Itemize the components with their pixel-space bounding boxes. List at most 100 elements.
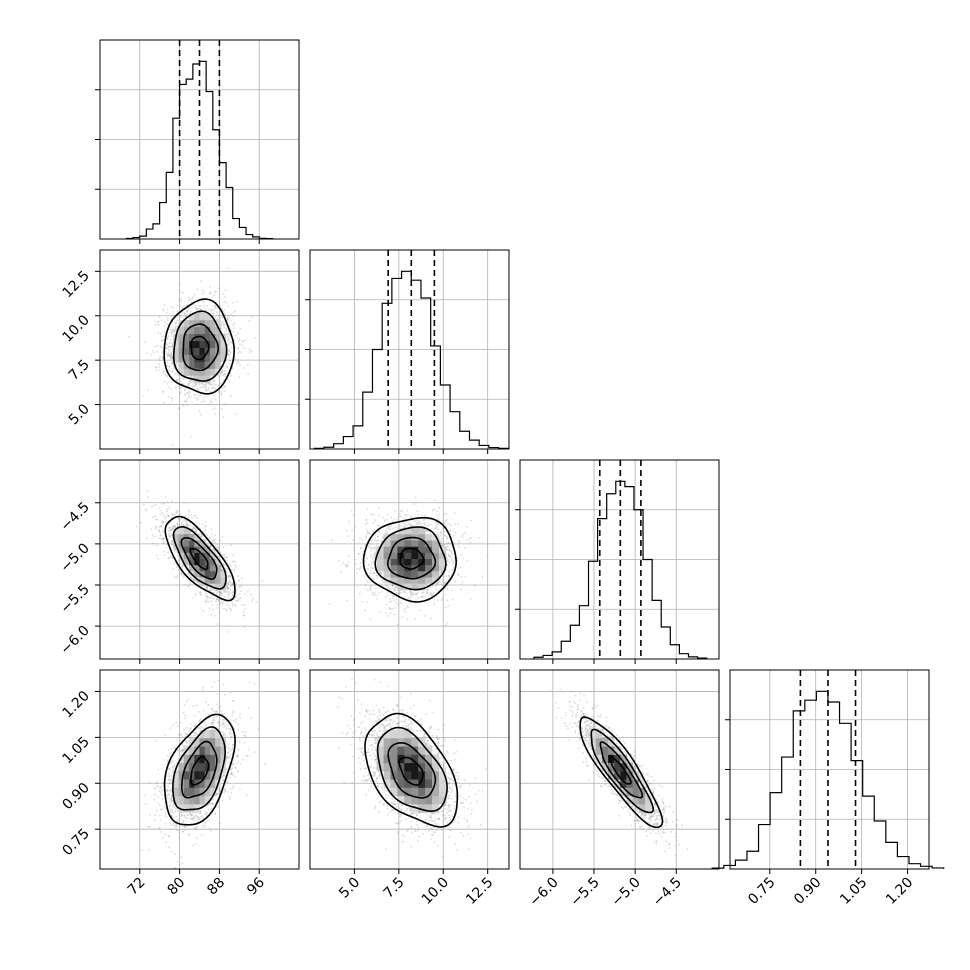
scatter-point — [223, 556, 226, 559]
scatter-point — [251, 597, 254, 600]
scatter-point — [226, 586, 229, 589]
scatter-point — [187, 585, 189, 588]
scatter-point — [204, 308, 207, 311]
scatter-point — [158, 507, 161, 509]
scatter-point — [213, 383, 215, 385]
scatter-point — [227, 591, 230, 593]
scatter-point — [169, 533, 172, 536]
scatter-point — [170, 357, 173, 360]
scatter-point — [214, 399, 217, 401]
scatter-point — [154, 527, 157, 530]
scatter-point — [166, 510, 168, 513]
scatter-point — [451, 552, 454, 555]
scatter-point — [427, 589, 429, 591]
scatter-point — [250, 593, 252, 596]
scatter-point — [369, 618, 372, 621]
scatter-point — [201, 535, 204, 538]
scatter-point — [447, 578, 450, 581]
density-cell — [204, 320, 211, 328]
density-cell — [199, 326, 205, 335]
scatter-point — [228, 339, 231, 342]
scatter-point — [180, 573, 183, 575]
scatter-point — [144, 341, 147, 343]
scatter-point — [182, 524, 185, 526]
scatter-point — [220, 593, 223, 596]
panel-frame — [99, 39, 300, 240]
scatter-point — [176, 575, 179, 578]
scatter-point — [163, 320, 166, 323]
density-cell — [178, 347, 185, 355]
scatter-point — [230, 313, 233, 316]
scatter-point — [171, 443, 174, 446]
scatter-point — [211, 296, 214, 299]
scatter-point — [171, 525, 174, 528]
scatter-point — [223, 554, 226, 557]
scatter-point — [183, 519, 185, 521]
scatter-point — [161, 357, 164, 360]
scatter-point — [238, 376, 241, 378]
scatter-point — [163, 554, 166, 556]
density-cell — [209, 333, 216, 342]
scatter-point — [454, 523, 457, 525]
histogram-panel-3 — [711, 669, 945, 874]
scatter-point — [211, 533, 213, 535]
scatter-point — [176, 576, 179, 579]
scatter-point — [210, 310, 213, 313]
scatter-point — [367, 545, 370, 547]
scatter-point — [240, 585, 243, 588]
scatter-point — [204, 384, 207, 386]
scatter-point — [407, 522, 410, 524]
scatter-point — [200, 382, 203, 385]
scatter-point — [145, 537, 148, 540]
scatter-point — [219, 539, 222, 542]
scatter-point — [198, 383, 201, 386]
scatter-point — [409, 598, 412, 600]
scatter-point — [239, 584, 242, 587]
scatter-point — [395, 585, 397, 588]
contour-line — [163, 298, 236, 395]
scatter-point — [168, 556, 171, 559]
density-cell — [215, 361, 221, 369]
scatter-point — [232, 330, 235, 333]
panel-content — [135, 489, 264, 633]
scatter-point — [398, 590, 401, 593]
scatter-point — [180, 377, 182, 380]
scatter-point — [173, 330, 176, 333]
density-cell — [220, 347, 226, 355]
scatter-point — [372, 521, 375, 524]
scatter-point — [202, 383, 205, 386]
scatter-point — [169, 346, 172, 348]
scatter-point — [211, 549, 214, 551]
scatter-point — [185, 523, 188, 525]
density-cell — [204, 571, 211, 578]
scatter-point — [209, 383, 212, 386]
scatter-point — [200, 534, 202, 537]
scatter-point — [166, 323, 168, 326]
scatter-point — [182, 377, 185, 380]
scatter-point — [364, 544, 367, 546]
scatter-point — [175, 385, 178, 388]
scatter-point — [225, 559, 228, 562]
scatter-point — [355, 558, 358, 561]
scatter-point — [439, 535, 442, 537]
scatter-point — [189, 298, 192, 301]
scatter-point — [167, 395, 170, 398]
scatter-point — [192, 578, 195, 581]
scatter-point — [156, 350, 158, 353]
scatter-point — [171, 500, 174, 503]
scatter-point — [440, 599, 443, 602]
scatter-point — [199, 591, 202, 594]
scatter-point — [390, 516, 393, 519]
scatter-point — [411, 524, 414, 527]
scatter-point — [226, 585, 229, 588]
density-cell — [189, 326, 195, 335]
scatter-point — [177, 559, 180, 562]
scatter-point — [201, 293, 204, 296]
scatter-point — [236, 575, 239, 577]
scatter-point — [212, 379, 215, 382]
density-cell — [178, 527, 185, 535]
scatter-point — [180, 291, 183, 294]
scatter-point — [222, 546, 225, 549]
scatter-point — [191, 386, 194, 388]
scatter-point — [171, 534, 173, 537]
